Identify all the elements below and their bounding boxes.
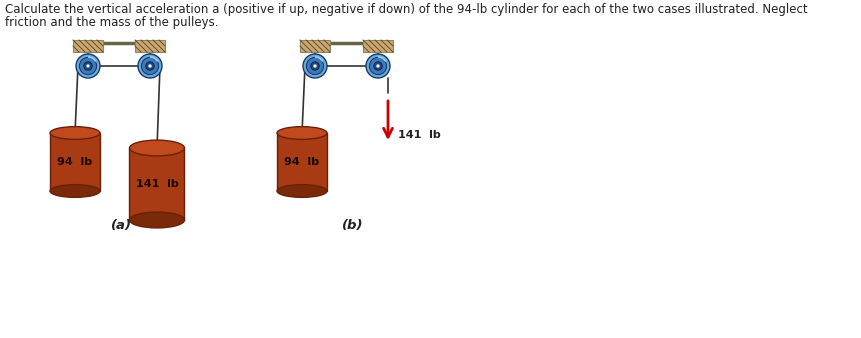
Text: (b): (b) [342, 219, 363, 233]
Circle shape [369, 57, 387, 75]
Circle shape [376, 65, 379, 68]
FancyBboxPatch shape [362, 40, 393, 52]
FancyBboxPatch shape [276, 133, 326, 191]
Text: 141  lb: 141 lb [398, 130, 440, 140]
Circle shape [148, 65, 152, 68]
Text: 94  lb: 94 lb [58, 157, 92, 167]
Ellipse shape [276, 185, 326, 197]
Text: friction and the mass of the pulleys.: friction and the mass of the pulleys. [5, 16, 218, 29]
Ellipse shape [276, 127, 326, 139]
FancyBboxPatch shape [129, 148, 184, 220]
Circle shape [146, 62, 154, 70]
Circle shape [306, 57, 323, 75]
Circle shape [86, 65, 90, 68]
Circle shape [76, 54, 100, 78]
Circle shape [79, 57, 96, 75]
Circle shape [366, 54, 389, 78]
Text: 94  lb: 94 lb [284, 157, 319, 167]
Ellipse shape [50, 127, 100, 139]
FancyBboxPatch shape [300, 40, 330, 52]
FancyBboxPatch shape [135, 40, 164, 52]
FancyBboxPatch shape [73, 40, 102, 52]
Circle shape [141, 57, 158, 75]
Text: (a): (a) [110, 219, 132, 233]
Circle shape [138, 54, 162, 78]
Ellipse shape [129, 212, 184, 228]
Circle shape [374, 62, 381, 70]
Text: Calculate the vertical acceleration a (positive if up, negative if down) of the : Calculate the vertical acceleration a (p… [5, 3, 807, 16]
Circle shape [303, 54, 326, 78]
Circle shape [84, 62, 92, 70]
Circle shape [313, 65, 316, 68]
Ellipse shape [129, 140, 184, 156]
Text: 141  lb: 141 lb [135, 179, 178, 189]
Ellipse shape [50, 185, 100, 197]
FancyBboxPatch shape [50, 133, 100, 191]
Circle shape [311, 62, 319, 70]
